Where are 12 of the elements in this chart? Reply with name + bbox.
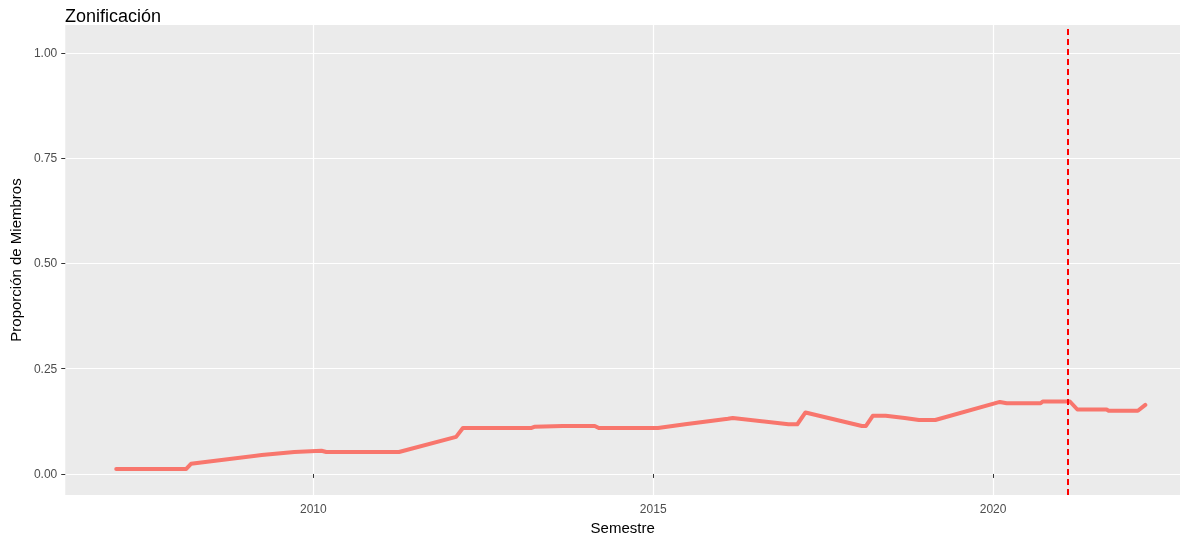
x-tick-label: 2015 <box>639 502 667 516</box>
chart-title: Zonificación <box>65 6 162 26</box>
y-tick-label: 0.50 <box>33 256 58 271</box>
y-axis-title: Proporción de Miembros <box>7 178 24 342</box>
x-tick-label: 2020 <box>979 502 1007 516</box>
line-series <box>114 399 1148 471</box>
y-tick-label: 1.00 <box>33 45 58 60</box>
x-tick-label: 2010 <box>300 502 328 516</box>
x-axis-title: Semestre <box>590 518 655 536</box>
y-tick-label: 0.00 <box>33 466 58 481</box>
y-tick-label: 0.25 <box>33 361 58 376</box>
y-tick-label: 0.75 <box>33 151 58 166</box>
